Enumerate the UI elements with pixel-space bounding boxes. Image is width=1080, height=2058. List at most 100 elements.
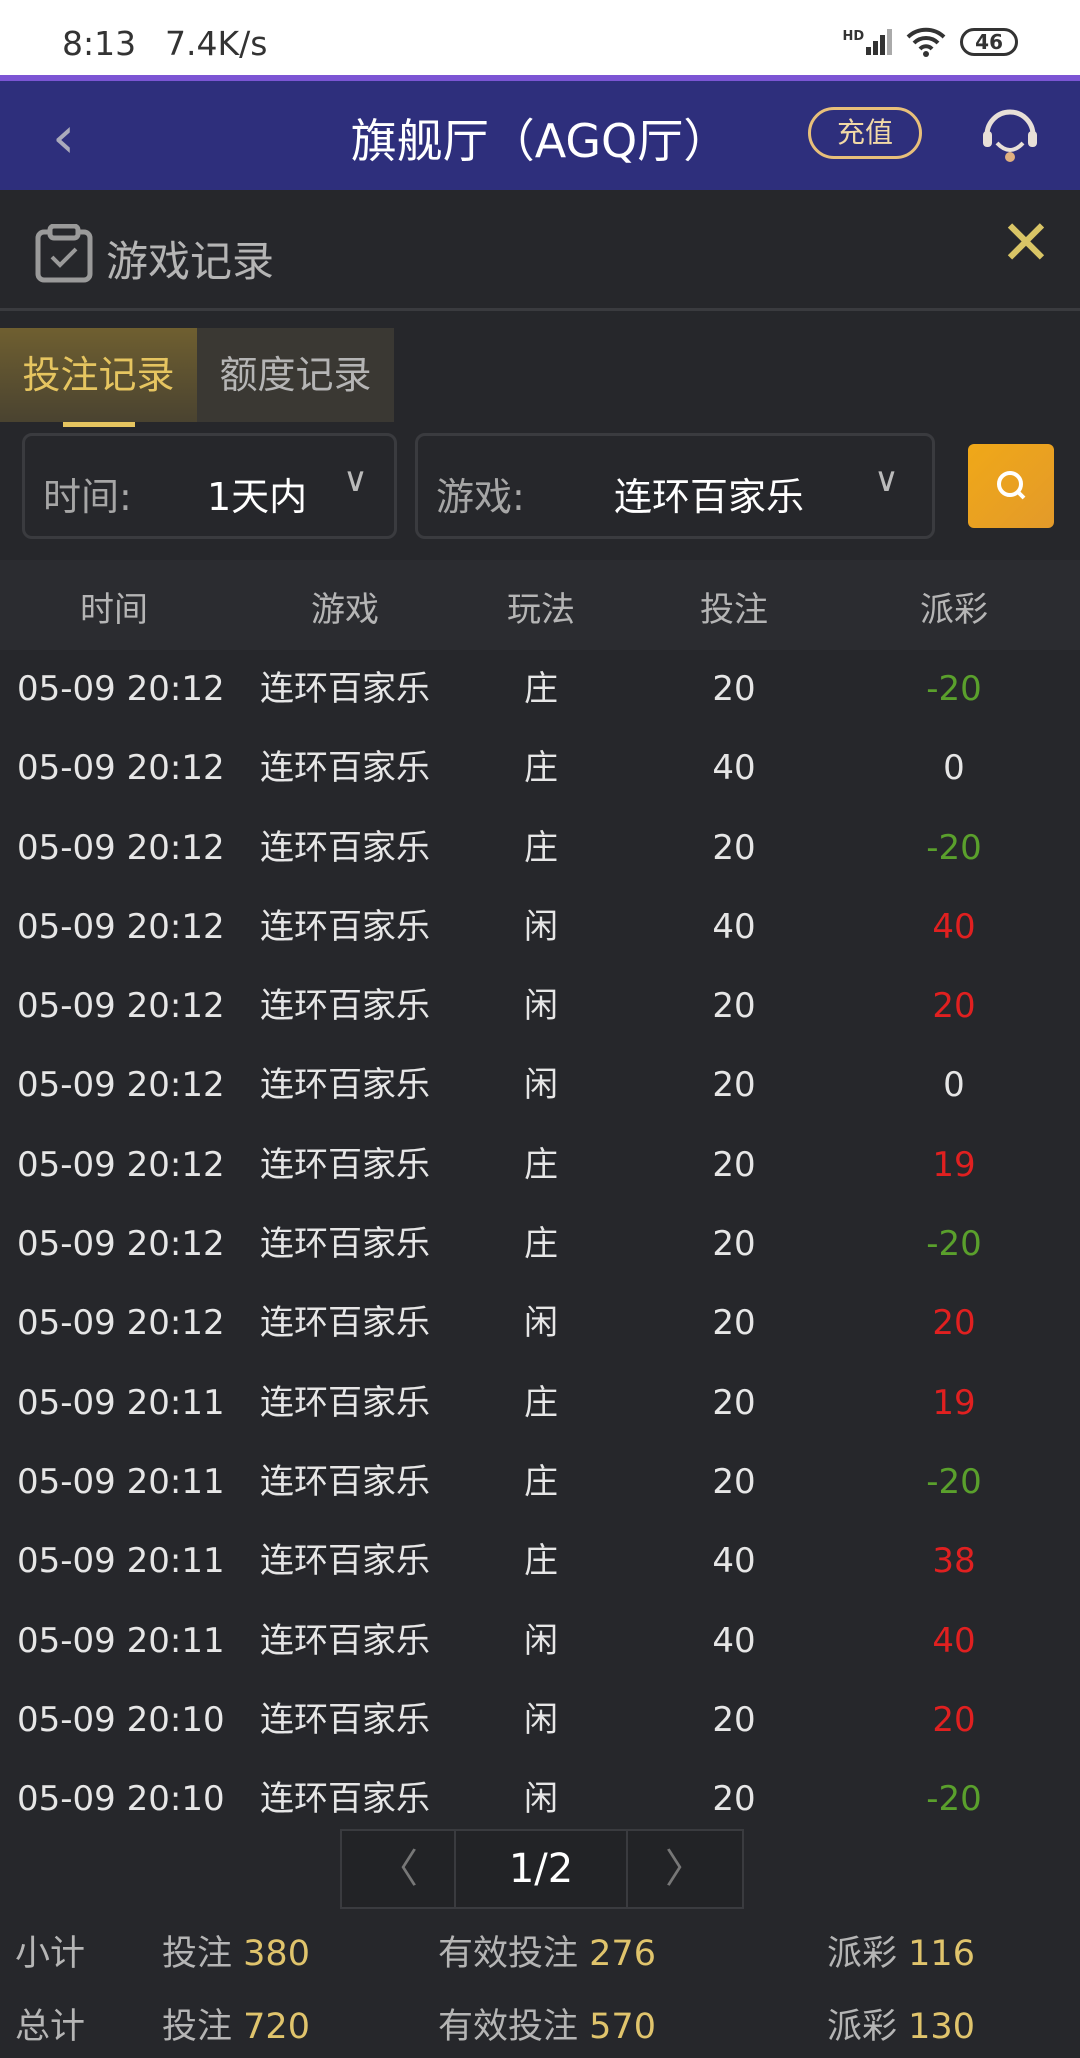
header-game: 游戏 (311, 590, 379, 630)
cell-payout: 20 (932, 1303, 976, 1344)
cell-bet: 40 (712, 906, 756, 947)
cell-payout: 40 (932, 1620, 976, 1661)
subtotal-payout: 派彩 116 (827, 1934, 975, 1974)
cell-play: 闲 (524, 986, 558, 1027)
cell-payout: -20 (926, 1224, 982, 1265)
time-filter-label: 时间: (43, 475, 132, 519)
customer-service-icon[interactable] (975, 99, 1045, 169)
panel-title: 游戏记录 (106, 237, 275, 286)
header-bet: 投注 (700, 590, 768, 630)
cell-payout: -20 (926, 669, 982, 709)
clock: 8:13 (62, 24, 137, 63)
records-table: 05-09 20:12 连环百家乐庄 20 -20 05-09 20:12 连环百家乐庄 4… (0, 650, 1080, 1839)
cell-game: 连环百家乐 (260, 1144, 430, 1185)
table-row: 05-09 20:12 连环百家乐 庄 20 -20 (0, 650, 1080, 729)
accent-bar (0, 75, 1080, 81)
cell-payout: 0 (943, 1065, 965, 1106)
total-payout: 派彩 130 (827, 2007, 975, 2047)
table-row: 05-09 20:12 连环百家乐 闲 40 40 (0, 888, 1080, 967)
cell-game: 连环百家乐 (260, 1065, 430, 1106)
cell-play: 庄 (524, 1144, 558, 1185)
game-filter-value: 连环百家乐 (614, 475, 805, 519)
cell-game: 连环百家乐 (260, 1699, 430, 1740)
table-header: 时间 游戏 玩法 投注 派彩 (0, 560, 1080, 650)
total-valid-bet: 有效投注 570 (438, 2007, 656, 2047)
cell-time: 05-09 20:11 (17, 1461, 225, 1502)
cell-time: 05-09 20:12 (17, 748, 225, 789)
cell-time: 05-09 20:11 (17, 1620, 225, 1661)
cell-bet: 40 (712, 748, 756, 789)
battery-icon: 46 (960, 28, 1018, 56)
header-time: 时间 (80, 590, 148, 630)
page-indicator: 1/2 (456, 1831, 628, 1907)
table-row: 05-09 20:10 连环百家乐 闲 20 -20 (0, 1760, 1080, 1839)
cell-payout: -20 (926, 827, 982, 868)
close-icon[interactable]: ✕ (1000, 206, 1052, 279)
panel-header: 游戏记录 ✕ (0, 190, 1080, 311)
cell-play: 庄 (524, 1541, 558, 1582)
game-filter-select[interactable]: 游戏: 连环百家乐 ∨ (415, 433, 935, 539)
table-row: 05-09 20:12 连环百家乐 庄 20 19 (0, 1126, 1080, 1205)
cell-time: 05-09 20:12 (17, 827, 225, 868)
cell-play: 庄 (524, 748, 558, 789)
cell-time: 05-09 20:11 (17, 1382, 225, 1423)
cell-game: 连环百家乐 (260, 1779, 430, 1820)
cell-time: 05-09 20:12 (17, 986, 225, 1027)
next-page-button[interactable]: 〉 (665, 1846, 705, 1892)
chevron-down-icon: ∨ (343, 460, 368, 500)
cell-game: 连环百家乐 (260, 1224, 430, 1265)
cell-time: 05-09 20:12 (17, 1303, 225, 1344)
header-payout: 派彩 (920, 590, 988, 630)
cell-time: 05-09 20:12 (17, 1065, 225, 1106)
cell-bet: 20 (712, 1065, 756, 1106)
chevron-down-icon: ∨ (874, 460, 899, 500)
cell-play: 闲 (524, 1779, 558, 1820)
cell-payout: 38 (932, 1541, 976, 1582)
table-row: 05-09 20:11 连环百家乐 庄 20 -20 (0, 1443, 1080, 1522)
network-speed: 7.4K/s (165, 24, 268, 63)
table-row: 05-09 20:10 连环百家乐 闲 20 20 (0, 1681, 1080, 1760)
cell-play: 闲 (524, 1303, 558, 1344)
cell-bet: 20 (712, 1144, 756, 1185)
cell-game: 连环百家乐 (260, 986, 430, 1027)
cell-payout: 20 (932, 1699, 976, 1740)
cell-play: 庄 (524, 1461, 558, 1502)
cell-play: 庄 (524, 1382, 558, 1423)
cell-time: 05-09 20:12 (17, 1224, 225, 1265)
cell-time: 05-09 20:10 (17, 1699, 225, 1740)
search-button[interactable] (968, 444, 1054, 528)
cell-play: 庄 (524, 669, 558, 709)
cell-game: 连环百家乐 (260, 1541, 430, 1582)
cell-time: 05-09 20:12 (17, 1144, 225, 1185)
cell-time: 05-09 20:10 (17, 1779, 225, 1820)
cell-game: 连环百家乐 (260, 669, 430, 709)
total-row: 总计 投注 720 有效投注 570 派彩 130 (0, 1998, 1080, 2058)
recharge-button[interactable]: 充值 (808, 107, 922, 159)
back-icon[interactable]: ‹ (52, 103, 76, 171)
cell-bet: 20 (712, 669, 756, 709)
cell-bet: 20 (712, 1699, 756, 1740)
header-play: 玩法 (507, 590, 575, 630)
table-row: 05-09 20:11 连环百家乐 闲 40 40 (0, 1602, 1080, 1681)
clipboard-check-icon (35, 224, 93, 283)
time-filter-select[interactable]: 时间: 1天内 ∨ (22, 433, 397, 539)
subtotal-label: 小计 (15, 1934, 86, 1974)
pagination: 〈 1/2 〉 (340, 1829, 744, 1909)
time-filter-value: 1天内 (207, 475, 308, 519)
tab-credit-records[interactable]: 额度记录 (197, 328, 394, 422)
cell-bet: 40 (712, 1620, 756, 1661)
tab-bar: 投注记录 额度记录 (0, 328, 394, 427)
cell-bet: 40 (712, 1541, 756, 1582)
game-filter-label: 游戏: (436, 475, 525, 519)
tab-bet-records[interactable]: 投注记录 (0, 328, 197, 427)
cell-bet: 20 (712, 827, 756, 868)
cell-payout: 40 (932, 906, 976, 947)
cell-play: 庄 (524, 827, 558, 868)
cell-payout: 0 (943, 748, 965, 789)
cell-payout: -20 (926, 1779, 982, 1820)
cell-play: 闲 (524, 906, 558, 947)
cell-bet: 20 (712, 986, 756, 1027)
cell-game: 连环百家乐 (260, 1303, 430, 1344)
table-row: 05-09 20:12 连环百家乐 闲 20 20 (0, 967, 1080, 1046)
prev-page-button[interactable]: 〈 (342, 1831, 456, 1907)
